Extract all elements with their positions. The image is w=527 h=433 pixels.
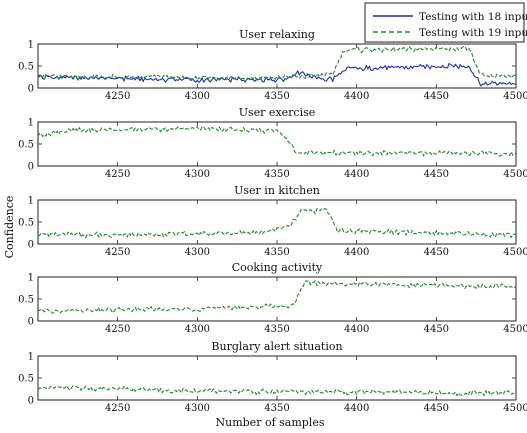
x-tick-label: 4400 <box>344 247 369 258</box>
panel-title: Cooking activity <box>232 261 323 274</box>
x-tick-label: 4300 <box>185 247 210 258</box>
y-tick-label: 1 <box>28 196 34 207</box>
x-tick-label: 4450 <box>424 247 449 258</box>
legend: Testing with 18 inputs Testing with 19 i… <box>364 2 527 43</box>
series-line-testing-with-19-inputs <box>37 280 517 314</box>
x-tick-label: 4400 <box>344 169 369 180</box>
series-line-testing-with-19-inputs <box>37 208 517 239</box>
y-tick-label: 1 <box>28 118 34 129</box>
panel-1: User relaxing 0 0.5 1 4250 4300 4350 4400 4450 45… <box>18 28 527 102</box>
x-tick-label: 4400 <box>344 403 369 414</box>
panel-4: Cooking activity 0 0.5 1 4250 4300 4350 4400 445… <box>18 261 527 335</box>
panel-2: User exercise 0 0.5 1 4250 4300 4350 4400 4450 45… <box>18 106 527 180</box>
y-tick-label: 0.5 <box>18 218 34 229</box>
x-tick-label: 4450 <box>424 91 449 102</box>
x-tick-label: 4250 <box>105 403 130 414</box>
series-line-testing-with-18-inputs <box>37 62 517 87</box>
x-tick-label: 4350 <box>264 324 289 335</box>
y-tick-label: 1 <box>28 352 34 363</box>
y-tick-label: 0.5 <box>18 140 34 151</box>
x-tick-label: 4500 <box>503 169 527 180</box>
series-line-testing-with-19-inputs <box>37 45 517 82</box>
x-tick-label: 4450 <box>424 324 449 335</box>
x-tick-label: 4500 <box>503 324 527 335</box>
x-tick-label: 4500 <box>503 91 527 102</box>
y-tick-label: 0.5 <box>18 62 34 73</box>
x-tick-label: 4450 <box>424 403 449 414</box>
panel-title: User relaxing <box>239 28 315 41</box>
x-tick-label: 4250 <box>105 247 130 258</box>
x-tick-label: 4300 <box>185 403 210 414</box>
series-line-testing-with-19-inputs <box>37 385 517 397</box>
panel-title: User exercise <box>239 106 316 119</box>
y-axis-label: Confidence <box>3 196 16 259</box>
panel-title: Burglary alert situation <box>211 340 342 353</box>
x-tick-label: 4300 <box>185 324 210 335</box>
y-tick-label: 0 <box>28 317 34 328</box>
y-tick-label: 0 <box>28 240 34 251</box>
x-tick-label: 4500 <box>503 403 527 414</box>
plot-frame <box>37 199 517 245</box>
legend-label-18: Testing with 18 inputs <box>419 11 527 23</box>
y-tick-label: 0.5 <box>18 295 34 306</box>
y-tick-label: 0 <box>28 162 34 173</box>
plot-frame <box>37 43 517 89</box>
legend-box <box>364 2 525 43</box>
x-tick-label: 4250 <box>105 324 130 335</box>
x-tick-label: 4400 <box>344 91 369 102</box>
legend-label-19: Testing with 19 inputs <box>419 27 527 39</box>
x-tick-label: 4350 <box>264 169 289 180</box>
y-tick-label: 0.5 <box>18 374 34 385</box>
x-tick-label: 4350 <box>264 91 289 102</box>
x-tick-label: 4400 <box>344 324 369 335</box>
plot-frame <box>37 355 517 401</box>
panel-3: User in kitchen 0 0.5 1 4250 4300 4350 4400 4450… <box>18 184 527 258</box>
y-tick-label: 1 <box>28 40 34 51</box>
y-tick-label: 0 <box>28 396 34 407</box>
x-tick-label: 4350 <box>264 247 289 258</box>
panel-5: Burglary alert situation 0 0.5 1 4250 4300 435… <box>18 340 527 414</box>
x-tick-label: 4450 <box>424 169 449 180</box>
chart-panels: User relaxing 0 0.5 1 4250 4300 4350 4400 4450 45… <box>18 28 527 414</box>
plot-frame <box>37 276 517 322</box>
x-tick-label: 4300 <box>185 91 210 102</box>
panel-title: User in kitchen <box>234 184 320 197</box>
y-tick-label: 1 <box>28 273 34 284</box>
x-axis-label: Number of samples <box>216 416 325 429</box>
series-line-testing-with-19-inputs <box>37 125 517 157</box>
x-tick-label: 4500 <box>503 247 527 258</box>
x-tick-label: 4300 <box>185 169 210 180</box>
x-tick-label: 4250 <box>105 169 130 180</box>
x-tick-label: 4350 <box>264 403 289 414</box>
x-tick-label: 4250 <box>105 91 130 102</box>
y-tick-label: 0 <box>28 84 34 95</box>
